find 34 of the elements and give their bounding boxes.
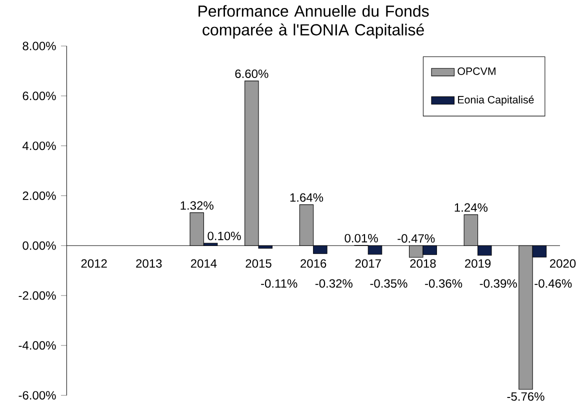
data-label: -0.32% [315, 279, 352, 288]
x-tick-label: 2020 [550, 259, 576, 268]
x-tick-label: 2014 [190, 259, 217, 268]
data-label: -0.35% [370, 279, 408, 288]
y-tick-label: 4.00% [22, 142, 56, 150]
y-tick-label: 8.00% [22, 42, 56, 50]
data-label: -0.39% [480, 279, 517, 288]
y-tick-label: 0.00% [22, 241, 56, 250]
x-tick-label: 2017 [355, 259, 381, 268]
y-tick-label: 6.00% [22, 92, 56, 100]
y-tick-label: 2.00% [22, 191, 56, 200]
data-label: 1.32% [180, 201, 214, 210]
x-tick-label: 2018 [410, 259, 436, 268]
x-tick-label: 2012 [81, 259, 107, 268]
data-label: -5.76% [507, 392, 544, 401]
y-tick-label: -4.00% [18, 341, 56, 350]
data-label: 6.60% [235, 70, 268, 78]
legend-label: Eonia Capitalisé [458, 96, 534, 106]
y-tick-label: -6.00% [18, 391, 56, 400]
data-label: -0.47% [398, 234, 435, 243]
y-tick-label: -2.00% [18, 291, 56, 300]
data-label: -0.11% [261, 279, 298, 288]
data-label: -0.46% [534, 279, 572, 288]
x-tick-label: 2013 [136, 259, 162, 268]
x-tick-label: 2015 [246, 259, 272, 268]
chart-title: Performance Annuelle du Fonds comparée à l'EONIA Capitalisé [198, 5, 429, 39]
data-label: 0.01% [344, 234, 378, 242]
legend-label: OPCVM [458, 67, 496, 75]
data-label: 1.24% [454, 203, 488, 212]
x-tick-label: 2019 [465, 259, 491, 268]
data-label: 0.10% [208, 232, 241, 240]
x-tick-label: 2016 [300, 259, 326, 268]
data-label: 1.64% [290, 193, 324, 202]
data-label: -0.36% [425, 279, 462, 288]
